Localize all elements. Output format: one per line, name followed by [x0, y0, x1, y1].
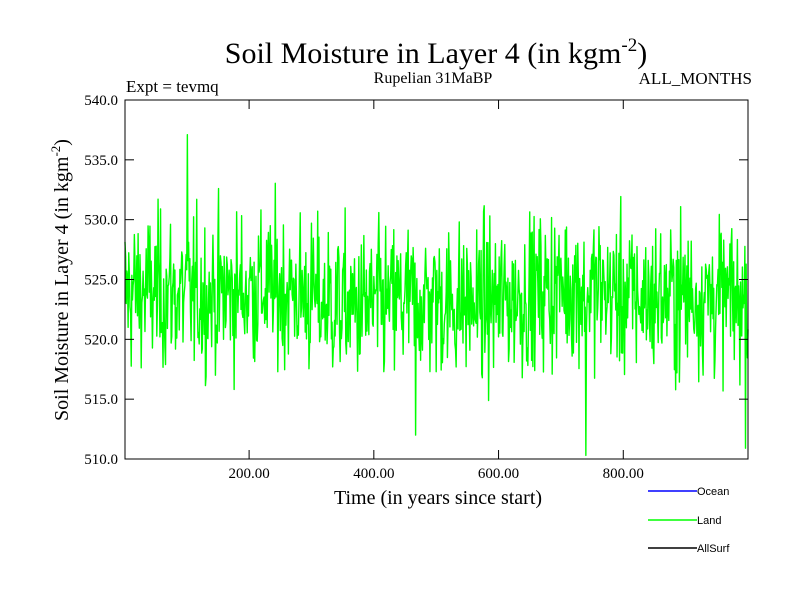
y-tick-label: 540.0	[84, 93, 118, 109]
ticks-group: 510.0 515.0 520.0 525.0 530.0 535.0 540.0 200.0…	[84, 93, 748, 482]
x-tick-label: 400.00	[353, 466, 394, 482]
y-tick-label: 510.0	[84, 452, 118, 468]
y-tick-label: 515.0	[84, 392, 118, 408]
y-axis-label: Soil Moisture in Layer 4 (in kgm-2)	[48, 139, 73, 421]
legend-label-allsurf: AllSurf	[697, 543, 730, 555]
series-group	[124, 134, 749, 457]
legend: Ocean Land AllSurf	[648, 486, 730, 555]
x-tick-label: 200.00	[228, 466, 269, 482]
legend-label-land: Land	[697, 515, 721, 527]
y-axis-label-close: )	[51, 139, 73, 146]
chart-title-main: Soil Moisture in Layer 4 (in kgm	[225, 37, 622, 70]
chart-title-close: )	[637, 37, 647, 70]
chart-subtitle: Rupelian 31MaBP	[374, 70, 493, 87]
y-tick-label: 535.0	[84, 153, 118, 169]
x-tick-label: 800.00	[603, 466, 644, 482]
experiment-label: Expt = tevmq	[126, 77, 219, 96]
chart-title-superscript: -2	[621, 35, 637, 56]
y-tick-label: 530.0	[84, 213, 118, 229]
x-axis-label: Time (in years since start)	[334, 487, 542, 509]
y-axis-label-main: Soil Moisture in Layer 4 (in kgm	[51, 156, 73, 421]
x-tick-label: 600.00	[478, 466, 519, 482]
months-label: ALL_MONTHS	[639, 69, 752, 88]
chart-title: Soil Moisture in Layer 4 (in kgm-2)	[225, 35, 647, 70]
y-tick-label: 525.0	[84, 273, 118, 289]
legend-label-ocean: Ocean	[697, 486, 729, 498]
series-line-land	[124, 134, 749, 457]
y-tick-label: 520.0	[84, 332, 118, 348]
y-axis-label-superscript: -2	[48, 146, 63, 157]
